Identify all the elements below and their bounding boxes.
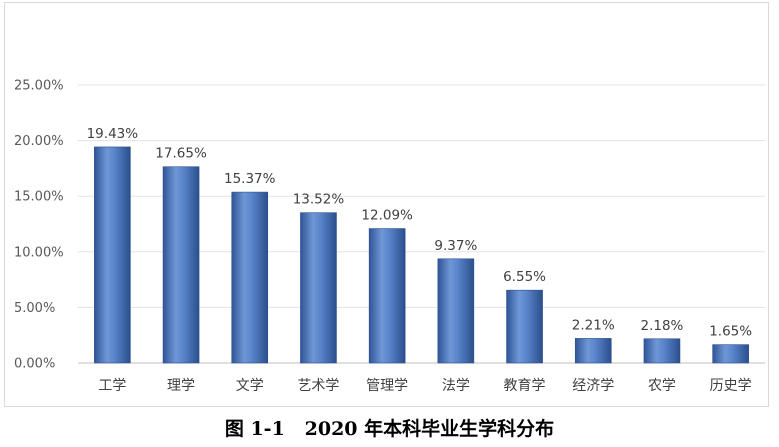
category-label: 艺术学 — [297, 378, 339, 394]
bar — [506, 289, 543, 364]
bar — [162, 166, 200, 364]
data-label: 9.37% — [434, 238, 477, 254]
bar-chart: 0.00% 5.00% 10.00% 15.00% 20.00% 25.00% 19.43… — [14, 79, 765, 394]
bar — [300, 212, 337, 364]
category-label: 法学 — [442, 378, 470, 394]
bar — [643, 338, 681, 364]
category-label: 管理学 — [366, 378, 408, 394]
bar — [712, 344, 749, 364]
y-axis-ticks: 0.00% 5.00% 10.00% 15.00% 20.00% 25.00% — [14, 79, 64, 372]
data-label: 12.09% — [361, 208, 413, 224]
data-label: 2.21% — [572, 317, 615, 333]
y-tick-label: 20.00% — [14, 134, 64, 149]
data-label: 6.55% — [503, 269, 546, 285]
category-label: 工学 — [98, 378, 126, 394]
y-tick-label: 15.00% — [14, 190, 64, 205]
x-axis-categories: 工学 理学 文学 艺术学 管理学 法学 教育学 经济学 农学 历史学 — [98, 378, 751, 394]
figure-caption: 图 1-1 2020 年本科毕业生学科分布 — [224, 418, 555, 440]
bar — [231, 191, 269, 364]
y-tick-label: 10.00% — [14, 245, 64, 260]
category-label: 农学 — [648, 378, 676, 394]
bar — [94, 146, 131, 364]
category-label: 历史学 — [710, 378, 752, 394]
y-tick-label: 25.00% — [14, 79, 64, 94]
category-label: 理学 — [167, 378, 195, 394]
bars — [94, 146, 749, 364]
data-label: 13.52% — [293, 192, 345, 208]
bar — [368, 228, 406, 364]
data-labels: 19.43% 17.65% 15.37% 13.52% 12.09% 9.37% 6.55%… — [87, 126, 753, 340]
data-label: 15.37% — [224, 171, 276, 187]
data-label: 1.65% — [709, 324, 752, 340]
category-label: 文学 — [236, 378, 264, 394]
data-label: 17.65% — [155, 146, 207, 162]
bar — [437, 258, 475, 364]
data-label: 19.43% — [87, 126, 139, 142]
category-label: 教育学 — [504, 378, 546, 394]
y-tick-label: 0.00% — [14, 357, 55, 372]
bar — [574, 338, 612, 364]
y-tick-label: 5.00% — [14, 301, 55, 316]
category-label: 经济学 — [572, 378, 614, 394]
data-label: 2.18% — [641, 318, 684, 334]
